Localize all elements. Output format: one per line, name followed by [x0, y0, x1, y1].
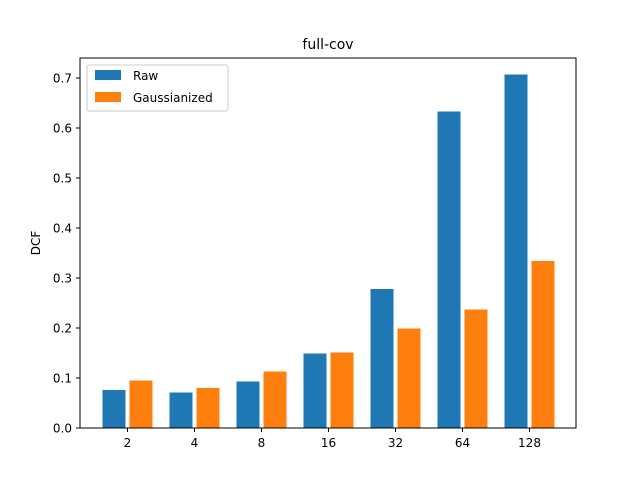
plot-area-frame	[79, 57, 577, 429]
bar-gaussianized-32	[397, 328, 421, 428]
y-axis-label: DCF	[29, 231, 43, 256]
y-tick-label: 0.5	[53, 172, 72, 186]
bar-raw-4	[169, 392, 193, 428]
legend-swatch-raw	[95, 70, 121, 80]
bar-gaussianized-128	[531, 261, 555, 428]
y-tick-label: 0.0	[53, 422, 72, 436]
y-tick-label: 0.2	[53, 322, 72, 336]
legend-label-gaussianized: Gaussianized	[133, 91, 213, 105]
bars-layer	[102, 74, 555, 428]
y-tick-label: 0.7	[53, 72, 72, 86]
x-tick-label: 8	[258, 436, 266, 450]
bar-raw-64	[437, 111, 461, 428]
bar-gaussianized-64	[464, 309, 488, 428]
legend-label-raw: Raw	[133, 69, 158, 83]
bar-gaussianized-16	[330, 352, 354, 428]
bar-gaussianized-8	[263, 371, 287, 428]
y-tick-label: 0.3	[53, 272, 72, 286]
bar-raw-8	[236, 381, 260, 428]
x-tick-label: 64	[455, 436, 470, 450]
bar-gaussianized-4	[196, 388, 220, 428]
legend: Raw Gaussianized	[86, 64, 229, 112]
bar-gaussianized-2	[129, 380, 153, 428]
legend-swatch-gaussianized	[95, 92, 121, 102]
x-tick-label: 2	[124, 436, 132, 450]
x-tick-label: 4	[191, 436, 199, 450]
y-ticks: 0.0 0.1 0.2 0.3 0.4 0.5 0.6 0.7	[53, 72, 80, 436]
bar-raw-16	[303, 353, 327, 428]
legend-box	[86, 64, 229, 112]
x-tick-label: 32	[388, 436, 403, 450]
bar-raw-32	[370, 289, 394, 428]
x-tick-label: 16	[321, 436, 336, 450]
y-tick-label: 0.6	[53, 122, 72, 136]
bar-raw-128	[504, 74, 528, 428]
y-tick-label: 0.4	[53, 222, 72, 236]
x-tick-label: 128	[518, 436, 541, 450]
x-ticks: 2 4 8 16 32 64 128	[124, 428, 541, 450]
y-tick-label: 0.1	[53, 372, 72, 386]
bar-raw-2	[102, 390, 126, 428]
chart-title: full-cov	[302, 37, 353, 53]
